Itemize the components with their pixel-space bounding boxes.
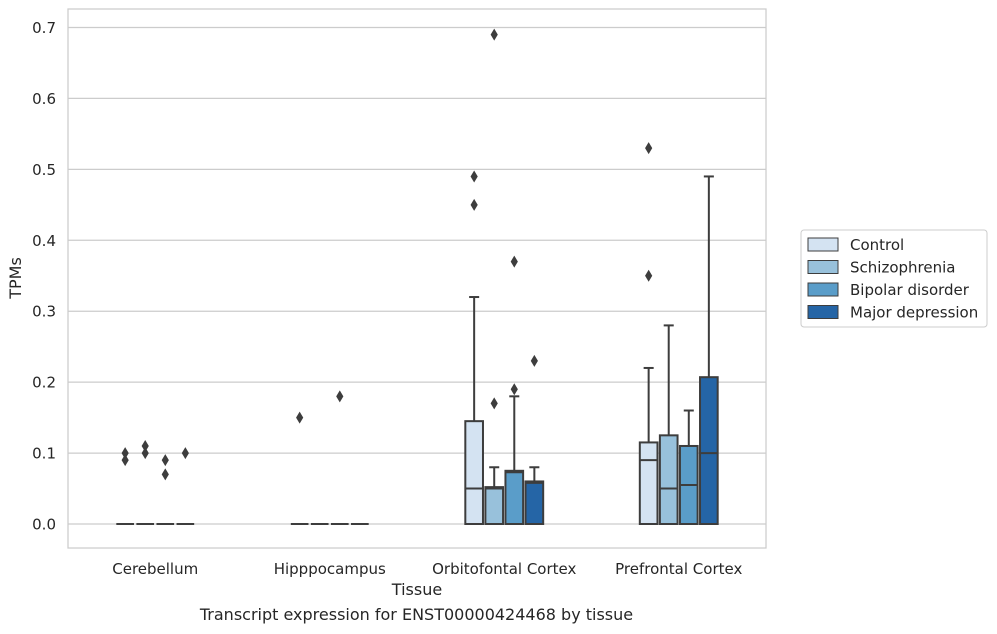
y-axis-label: TPMs [6, 257, 25, 300]
box [504, 469, 525, 525]
outlier-point [490, 397, 498, 410]
legend-label: Control [850, 236, 904, 254]
legend-swatch [807, 305, 839, 319]
outlier-point [510, 255, 518, 268]
x-axis-label: Tissue [391, 580, 442, 599]
outlier-point [296, 411, 304, 424]
y-tick-label: 0.1 [32, 445, 56, 463]
outlier-point [121, 454, 129, 467]
legend: Control Schizophrenia Bipolar disorder Majo… [800, 229, 988, 328]
legend-frame [800, 229, 988, 328]
box [658, 434, 679, 526]
legend-label: Bipolar disorder [850, 281, 970, 299]
outlier-point [645, 142, 653, 155]
outlier-point [141, 447, 149, 460]
x-tick-label: Cerebellum [112, 560, 198, 578]
legend-label: Major depression [850, 304, 978, 322]
outlier-point [141, 439, 149, 452]
x-axis-ticks: Cerebellum Hipppocampus Orbitofontal Corte… [112, 560, 742, 578]
x-tick-label: Orbitofontal Cortex [432, 560, 576, 578]
outlier-point [490, 28, 498, 41]
box [484, 486, 505, 526]
legend-label: Schizophrenia [850, 259, 955, 277]
outlier-point [161, 454, 169, 467]
y-tick-label: 0.6 [32, 90, 56, 108]
legend-swatch [807, 282, 839, 297]
legend-swatch [807, 237, 839, 252]
legend-swatch [807, 260, 839, 274]
box-plot-chart: 0.0 0.1 0.2 0.3 0.4 0.5 0.6 0.7 Cerebellum Hippp… [6, 8, 988, 599]
outlier-point [336, 390, 344, 403]
y-tick-label: 0.0 [32, 516, 56, 534]
box-series [116, 28, 719, 526]
outlier-point [645, 269, 653, 282]
box [464, 420, 484, 525]
outlier-point [181, 447, 189, 460]
outlier-point [121, 447, 129, 460]
figure-caption: Transcript expression for ENST0000042446… [199, 605, 634, 624]
outlier-point [161, 468, 169, 481]
y-tick-label: 0.5 [32, 161, 56, 179]
box [524, 480, 545, 526]
box [638, 441, 659, 525]
y-tick-label: 0.7 [32, 19, 56, 37]
y-tick-label: 0.2 [32, 374, 56, 392]
outlier-point [470, 170, 478, 183]
outlier-point [510, 383, 518, 396]
y-tick-label: 0.4 [32, 232, 56, 250]
outlier-point [530, 354, 538, 367]
y-axis-ticks: 0.0 0.1 0.2 0.3 0.4 0.5 0.6 0.7 [32, 19, 56, 534]
x-tick-label: Prefrontal Cortex [615, 560, 742, 578]
y-tick-label: 0.3 [32, 303, 56, 321]
x-tick-label: Hipppocampus [274, 560, 386, 578]
plot-area-frame [67, 8, 767, 549]
box [699, 376, 719, 525]
outlier-point [470, 198, 478, 211]
